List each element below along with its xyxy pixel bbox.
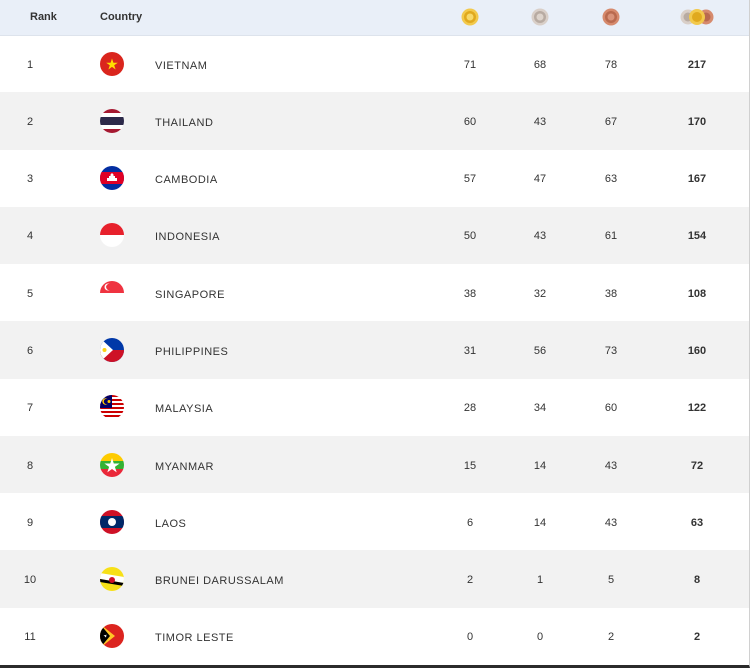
timor-leste-flag-icon xyxy=(100,624,124,649)
silver-count: 47 xyxy=(533,173,547,186)
table-row: 11 TIMOR LESTE 0 0 2 2 xyxy=(0,608,749,665)
table-header: Rank Country xyxy=(0,0,749,36)
rank-cell: 9 xyxy=(26,516,34,529)
bronze-medal-icon xyxy=(602,8,620,26)
bronze-count: 60 xyxy=(604,402,618,415)
rank-cell: 11 xyxy=(24,631,36,644)
silver-count: 1 xyxy=(536,574,544,587)
country-name: INDONESIA xyxy=(155,231,221,244)
table-row: 9 LAOS 6 14 43 63 xyxy=(0,493,749,550)
country-name: LAOS xyxy=(155,517,187,530)
gold-count: 60 xyxy=(463,115,477,128)
total-count: 167 xyxy=(687,173,707,186)
country-name: VIETNAM xyxy=(155,59,208,72)
bronze-count: 78 xyxy=(604,58,618,71)
country-column-header: Country xyxy=(100,11,143,23)
gold-count: 2 xyxy=(466,574,474,587)
total-count: 63 xyxy=(690,516,704,529)
country-name: MYANMAR xyxy=(155,460,214,473)
myanmar-flag-icon xyxy=(100,452,124,477)
silver-count: 34 xyxy=(533,402,547,415)
table-row: 5 SINGAPORE 38 32 38 108 xyxy=(0,264,749,321)
silver-count: 68 xyxy=(533,58,547,71)
gold-count: 28 xyxy=(463,402,477,415)
silver-count: 0 xyxy=(536,631,544,644)
country-name: TIMOR LESTE xyxy=(155,632,234,645)
table-row: 2 THAILAND 60 43 67 170 xyxy=(0,92,749,150)
gold-count: 50 xyxy=(463,230,477,243)
total-medals-icon xyxy=(680,9,714,25)
rank-cell: 7 xyxy=(26,402,34,415)
table-row: 6 PHILIPPINES 31 56 73 160 xyxy=(0,321,749,379)
silver-count: 43 xyxy=(533,115,547,128)
rank-cell: 8 xyxy=(26,459,34,472)
indonesia-flag-icon xyxy=(100,223,124,248)
total-count: 170 xyxy=(687,115,707,128)
rank-column-header: Rank xyxy=(30,11,57,23)
silver-count: 56 xyxy=(533,344,547,357)
gold-count: 31 xyxy=(463,344,477,357)
bronze-count: 67 xyxy=(604,115,618,128)
gold-count: 15 xyxy=(463,459,477,472)
rank-cell: 1 xyxy=(26,58,34,71)
total-count: 122 xyxy=(687,402,707,415)
gold-count: 0 xyxy=(466,631,474,644)
country-name: CAMBODIA xyxy=(155,174,218,187)
brunei-flag-icon xyxy=(100,567,124,592)
country-name: THAILAND xyxy=(155,116,214,129)
singapore-flag-icon xyxy=(100,280,124,305)
malaysia-flag-icon xyxy=(100,395,124,420)
gold-count: 57 xyxy=(463,173,477,186)
country-name: PHILIPPINES xyxy=(155,345,229,358)
total-count: 72 xyxy=(690,459,704,472)
bronze-count: 73 xyxy=(604,344,618,357)
bronze-count: 5 xyxy=(607,574,615,587)
rank-cell: 10 xyxy=(23,574,37,587)
rank-cell: 2 xyxy=(26,115,34,128)
table-row: 8 MYANMAR 15 14 43 72 xyxy=(0,435,749,494)
bronze-count: 43 xyxy=(604,516,618,529)
thailand-flag-icon xyxy=(100,108,124,133)
table-row: 10 BRUNEI DARUSSALAM 2 1 5 8 xyxy=(0,550,749,608)
rank-cell: 6 xyxy=(26,344,34,357)
total-count: 160 xyxy=(687,344,707,357)
cambodia-flag-icon xyxy=(100,166,124,191)
gold-medal-icon xyxy=(461,8,479,26)
silver-count: 14 xyxy=(533,459,547,472)
table-row: 7 MALAYSIA 28 34 60 122 xyxy=(0,379,749,436)
table-row: 4 INDONESIA 50 43 61 154 xyxy=(0,206,749,265)
total-count: 154 xyxy=(687,230,707,243)
gold-count: 6 xyxy=(466,516,474,529)
total-count: 2 xyxy=(693,631,701,644)
silver-count: 32 xyxy=(533,287,547,300)
bronze-count: 38 xyxy=(604,287,618,300)
silver-count: 43 xyxy=(533,230,547,243)
table-row: 3 CAMBODIA 57 47 63 167 xyxy=(0,150,749,207)
total-count: 8 xyxy=(693,574,701,587)
laos-flag-icon xyxy=(100,509,124,534)
bronze-count: 63 xyxy=(604,173,618,186)
rank-cell: 4 xyxy=(26,230,34,243)
country-name: BRUNEI DARUSSALAM xyxy=(155,575,284,588)
country-name: SINGAPORE xyxy=(155,288,225,301)
bronze-count: 43 xyxy=(604,459,618,472)
total-count: 108 xyxy=(687,287,707,300)
rank-cell: 5 xyxy=(26,287,34,300)
bronze-count: 61 xyxy=(604,230,618,243)
silver-medal-icon xyxy=(531,8,549,26)
total-count: 217 xyxy=(687,58,707,71)
gold-count: 38 xyxy=(463,287,477,300)
philippines-flag-icon xyxy=(100,337,124,362)
gold-count: 71 xyxy=(463,58,477,71)
bronze-count: 2 xyxy=(607,631,615,644)
country-name: MALAYSIA xyxy=(155,403,214,416)
rank-cell: 3 xyxy=(26,173,34,186)
vietnam-flag-icon xyxy=(100,51,124,76)
silver-count: 14 xyxy=(533,516,547,529)
table-row: 1 VIETNAM 71 68 78 217 xyxy=(0,35,749,92)
